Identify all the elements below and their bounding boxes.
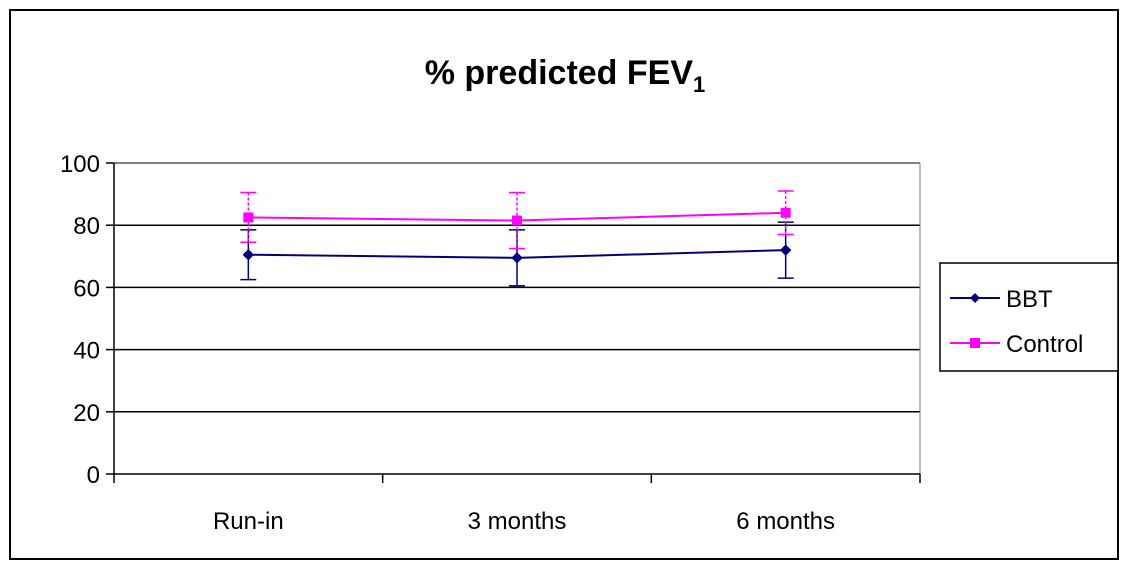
- legend-label-bbt: BBT: [1006, 286, 1053, 313]
- chart-title-subscript: 1: [693, 72, 705, 97]
- marker-control-1: [512, 215, 522, 226]
- y-tick-label-100: 100: [60, 151, 100, 178]
- y-tick-label-0: 0: [87, 462, 100, 489]
- x-tick-label-6-months: 6 months: [736, 508, 835, 535]
- marker-bbt-0: [242, 249, 255, 261]
- y-tick-label-20: 20: [73, 400, 100, 427]
- y-tick-label-80: 80: [73, 213, 100, 240]
- marker-control-0: [243, 212, 254, 223]
- marker-bbt-2: [779, 244, 792, 256]
- legend-box: [939, 262, 1119, 372]
- legend-marker-bbt: [970, 293, 980, 303]
- y-tick-label-40: 40: [73, 338, 100, 365]
- x-tick-label-run-in: Run-in: [213, 508, 284, 535]
- legend: BBT Control: [939, 262, 1119, 372]
- plot-area: 0 20 40 60 80 100 Run-in 3 months 6 months: [60, 151, 921, 535]
- marker-bbt-1: [511, 252, 523, 264]
- marker-control-2: [780, 207, 791, 218]
- chart-title-main: % predicted FEV: [425, 54, 694, 92]
- x-tick-label-3-months: 3 months: [468, 508, 567, 535]
- legend-label-control: Control: [1006, 331, 1083, 358]
- chart-title: % predicted FEV1: [425, 54, 706, 97]
- legend-marker-control: [970, 338, 980, 348]
- y-tick-label-60: 60: [73, 275, 100, 302]
